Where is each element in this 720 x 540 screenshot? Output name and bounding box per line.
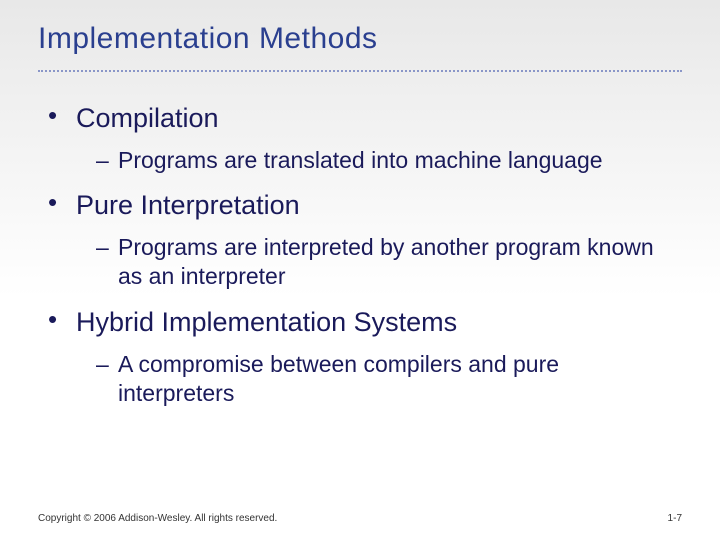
bullet-dot-icon: •	[48, 102, 76, 128]
bullet-item: • Pure Interpretation	[48, 189, 682, 223]
bullet-label: Pure Interpretation	[76, 189, 300, 223]
slide-body: • Compilation – Programs are translated …	[38, 102, 682, 408]
dash-icon: –	[96, 351, 118, 378]
title-divider	[38, 70, 682, 72]
sub-bullet-text: Programs are interpreted by another prog…	[118, 233, 658, 292]
bullet-item: • Hybrid Implementation Systems	[48, 306, 682, 340]
sub-bullet-text: A compromise between compilers and pure …	[118, 350, 658, 409]
bullet-dot-icon: •	[48, 189, 76, 215]
bullet-label: Compilation	[76, 102, 219, 136]
bullet-label: Hybrid Implementation Systems	[76, 306, 457, 340]
bullet-dot-icon: •	[48, 306, 76, 332]
sub-bullet-text: Programs are translated into machine lan…	[118, 146, 603, 175]
dash-icon: –	[96, 147, 118, 174]
copyright-text: Copyright © 2006 Addison-Wesley. All rig…	[38, 513, 277, 524]
page-number: 1-7	[668, 513, 682, 524]
sub-bullet-item: – Programs are translated into machine l…	[96, 146, 682, 175]
sub-bullet-item: – A compromise between compilers and pur…	[96, 350, 682, 409]
bullet-item: • Compilation	[48, 102, 682, 136]
slide-title: Implementation Methods	[38, 22, 682, 56]
slide: Implementation Methods • Compilation – P…	[0, 0, 720, 540]
sub-bullet-item: – Programs are interpreted by another pr…	[96, 233, 682, 292]
dash-icon: –	[96, 234, 118, 261]
slide-footer: Copyright © 2006 Addison-Wesley. All rig…	[38, 513, 682, 524]
